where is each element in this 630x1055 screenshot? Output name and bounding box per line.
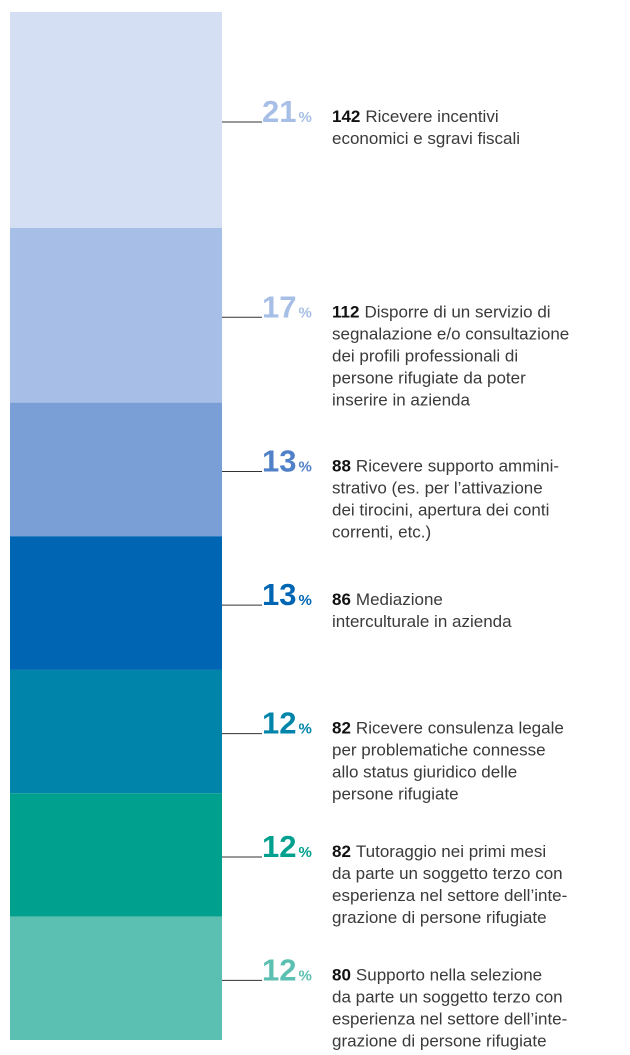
count: 142 <box>332 107 360 126</box>
percent-unit: % <box>298 592 311 609</box>
segment <box>10 402 222 537</box>
percent-value: 12 <box>262 706 296 741</box>
percent-label: 13% <box>262 577 312 612</box>
percent-unit: % <box>298 304 311 321</box>
description: Ricevere supporto ammini- <box>356 456 559 475</box>
description: Supporto nella selezione <box>356 965 542 984</box>
percent-value: 12 <box>262 829 296 864</box>
percent-label: 12% <box>262 952 312 987</box>
description-line: 82 Tutoraggio nei primi mesi <box>332 842 546 861</box>
segment <box>10 793 222 917</box>
description-line: segnalazione e/o consultazione <box>332 324 569 343</box>
description: Ricevere incentivi <box>365 107 498 126</box>
description-line: esperienza nel settore dell’inte- <box>332 886 567 905</box>
description-line: 112 Disporre di un servizio di <box>332 302 551 321</box>
description-line: dei tirocini, apertura dei conti <box>332 500 549 519</box>
percent-unit: % <box>298 458 311 475</box>
segment <box>10 227 222 403</box>
percent-value: 17 <box>262 289 296 324</box>
description-line: da parte un soggetto terzo con <box>332 987 563 1006</box>
percent-value: 13 <box>262 443 296 478</box>
percent-unit: % <box>298 844 311 861</box>
count: 82 <box>332 719 351 738</box>
percent-label: 17% <box>262 289 312 324</box>
description-line: 82 Ricevere consulenza legale <box>332 719 564 738</box>
description-line: 88 Ricevere supporto ammini- <box>332 456 559 475</box>
description-line: strativo (es. per l’attivazione <box>332 478 543 497</box>
description-line: persone rifugiate da poter <box>332 368 526 387</box>
description: Disporre di un servizio di <box>364 302 550 321</box>
segment <box>10 916 222 1040</box>
description-line: correnti, etc.) <box>332 522 431 541</box>
percent-value: 21 <box>262 94 296 129</box>
percent-unit: % <box>298 721 311 738</box>
segment <box>10 669 222 794</box>
percent-label: 12% <box>262 706 312 741</box>
description-line: grazione di persone rifugiate <box>332 908 547 927</box>
description-line: 86 Mediazione <box>332 590 443 609</box>
count: 88 <box>332 456 351 475</box>
description-line: persone rifugiate <box>332 785 459 804</box>
count: 86 <box>332 590 351 609</box>
description-line: grazione di persone rifugiate <box>332 1031 547 1050</box>
percent-label: 13% <box>262 443 312 478</box>
percent-value: 13 <box>262 577 296 612</box>
description-line: allo status giuridico delle <box>332 763 517 782</box>
percent-label: 21% <box>262 94 312 129</box>
description: Tutoraggio nei primi mesi <box>356 842 546 861</box>
description-line: esperienza nel settore dell’inte- <box>332 1009 567 1028</box>
count: 80 <box>332 965 351 984</box>
description-line: dei profili professionali di <box>332 346 518 365</box>
segment <box>10 12 222 228</box>
segment <box>10 536 222 670</box>
count: 112 <box>332 302 359 321</box>
description-line: 142 Ricevere incentivi <box>332 107 499 126</box>
description-line: per problematiche connesse <box>332 741 546 760</box>
description-line: economici e sgravi fiscali <box>332 129 520 148</box>
description-line: da parte un soggetto terzo con <box>332 864 563 883</box>
count: 82 <box>332 842 351 861</box>
percent-value: 12 <box>262 952 296 987</box>
description-line: 80 Supporto nella selezione <box>332 965 542 984</box>
percent-label: 12% <box>262 829 312 864</box>
description: Ricevere consulenza legale <box>356 719 564 738</box>
description: Mediazione <box>356 590 443 609</box>
description-line: interculturale in azienda <box>332 612 512 631</box>
percent-unit: % <box>298 967 311 984</box>
percent-unit: % <box>298 109 311 126</box>
description-line: inserire in azienda <box>332 390 471 409</box>
